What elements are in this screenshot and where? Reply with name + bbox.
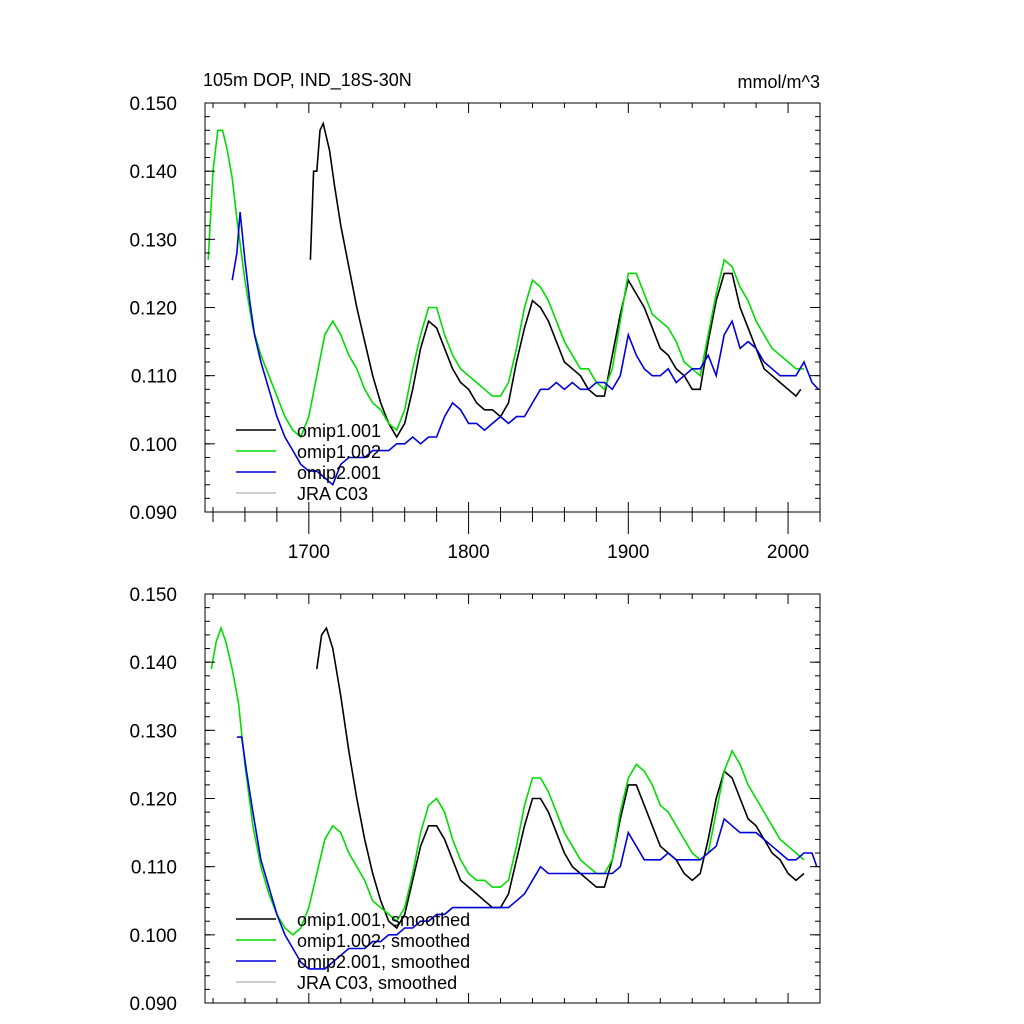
- x-tick-label: 1900: [607, 542, 649, 563]
- legend-label: JRA C03, smoothed: [297, 973, 457, 993]
- y-tick-label: 0.150: [129, 94, 177, 115]
- series-lines-smoothed: [210, 625, 818, 970]
- x-tick-label: 1700: [288, 542, 330, 563]
- legend-label: omip1.002: [297, 442, 381, 462]
- y-tick-label: 0.090: [129, 503, 177, 524]
- series-line-1: [207, 129, 804, 439]
- y-tick-label: 0.130: [129, 721, 177, 742]
- axes-frame: 0.090 0.100 0.110 0.120 0.130 0.140 0.150 1700 1…: [129, 94, 821, 563]
- legend-label: omip2.001: [297, 463, 381, 483]
- units-label: mmol/m^3: [738, 72, 820, 92]
- x-tick-label: 2000: [767, 542, 809, 563]
- y-tick-label: 0.140: [129, 653, 177, 674]
- top-panel: 105m DOP, IND_18S-30N mmol/m^3 0.090 0.10…: [129, 70, 821, 563]
- x-tick-label: 1800: [447, 542, 489, 563]
- chart-title: 105m DOP, IND_18S-30N: [203, 70, 412, 91]
- legend-label: JRA C03: [297, 484, 368, 504]
- legend-label: omip1.001: [297, 421, 381, 441]
- y-tick-label: 0.100: [129, 435, 177, 456]
- series-lines: [207, 121, 819, 487]
- bottom-panel: 0.090 0.100 0.110 0.120 0.130 0.140 0.150 omip…: [129, 585, 821, 1015]
- series-line-2: [231, 212, 819, 487]
- legend-label: omip1.001, smoothed: [297, 910, 470, 930]
- y-tick-label: 0.120: [129, 790, 177, 811]
- y-tick-label: 0.140: [129, 162, 177, 183]
- y-tick-label: 0.120: [129, 299, 177, 320]
- y-tick-label: 0.100: [129, 926, 177, 947]
- legend-label: omip1.002, smoothed: [297, 931, 470, 951]
- series-line-0: [309, 121, 802, 439]
- y-tick-label: 0.130: [129, 230, 177, 251]
- y-tick-label: 0.110: [131, 367, 177, 388]
- axes-frame-smoothed: 0.090 0.100 0.110 0.120 0.130 0.140 0.150: [129, 585, 821, 1015]
- y-tick-label: 0.110: [131, 858, 177, 879]
- series-line-0: [316, 626, 805, 930]
- y-tick-label: 0.150: [129, 585, 177, 606]
- series-line-2: [236, 736, 818, 970]
- legend-label: omip2.001, smoothed: [297, 952, 470, 972]
- y-tick-label: 0.090: [129, 994, 177, 1015]
- series-line-1: [210, 625, 805, 936]
